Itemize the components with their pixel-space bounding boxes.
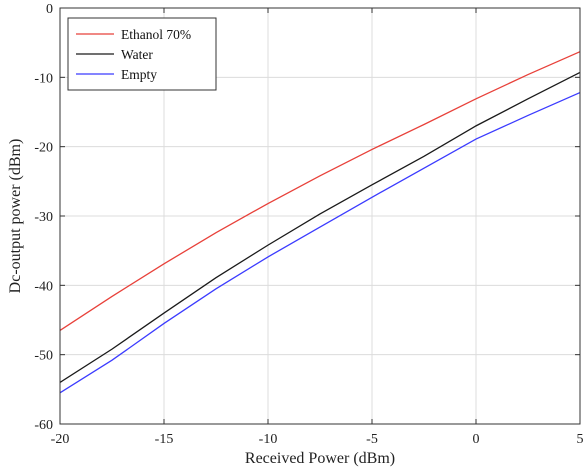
x-tick-label: -10 — [259, 432, 278, 447]
legend-entry: Water — [76, 47, 153, 62]
legend-label: Water — [121, 47, 153, 62]
legend-entry: Ethanol 70% — [76, 27, 191, 42]
x-tick-label: -15 — [155, 432, 174, 447]
legend-label: Ethanol 70% — [121, 27, 191, 42]
y-tick-label: -50 — [34, 349, 53, 364]
x-tick-label: 5 — [577, 432, 584, 447]
y-axis-label: Dc-output power (dBm) — [7, 139, 24, 294]
series-line-ethanol-70 — [59, 51, 581, 331]
x-tick-label: 0 — [473, 432, 480, 447]
series-line-empty — [59, 91, 581, 394]
y-tick-label: -30 — [34, 210, 53, 225]
series-line-water — [59, 71, 581, 383]
x-axis-label: Received Power (dBm) — [245, 450, 395, 467]
y-tick-label: -10 — [34, 71, 53, 86]
legend-entry: Empty — [76, 67, 157, 82]
x-tick-label: -20 — [51, 432, 70, 447]
series-layer — [59, 51, 581, 394]
legend-entries: Ethanol 70% Water Empty — [76, 27, 191, 82]
y-tick-label: 0 — [46, 2, 53, 17]
y-tick-label: -60 — [34, 418, 53, 433]
ticks: -20 -15 -10 -5 0 50-10-20-30-40-50-60 — [34, 2, 583, 447]
y-tick-label: -20 — [34, 141, 53, 156]
legend-label: Empty — [121, 67, 157, 82]
x-tick-label: -5 — [366, 432, 378, 447]
legend: Ethanol 70% Water Empty — [67, 17, 217, 91]
y-tick-label: -40 — [34, 279, 53, 294]
